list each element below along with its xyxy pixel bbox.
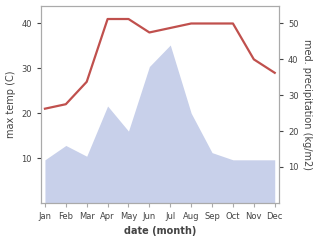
X-axis label: date (month): date (month) xyxy=(124,227,196,236)
Y-axis label: max temp (C): max temp (C) xyxy=(5,70,16,138)
Y-axis label: med. precipitation (kg/m2): med. precipitation (kg/m2) xyxy=(302,39,313,170)
